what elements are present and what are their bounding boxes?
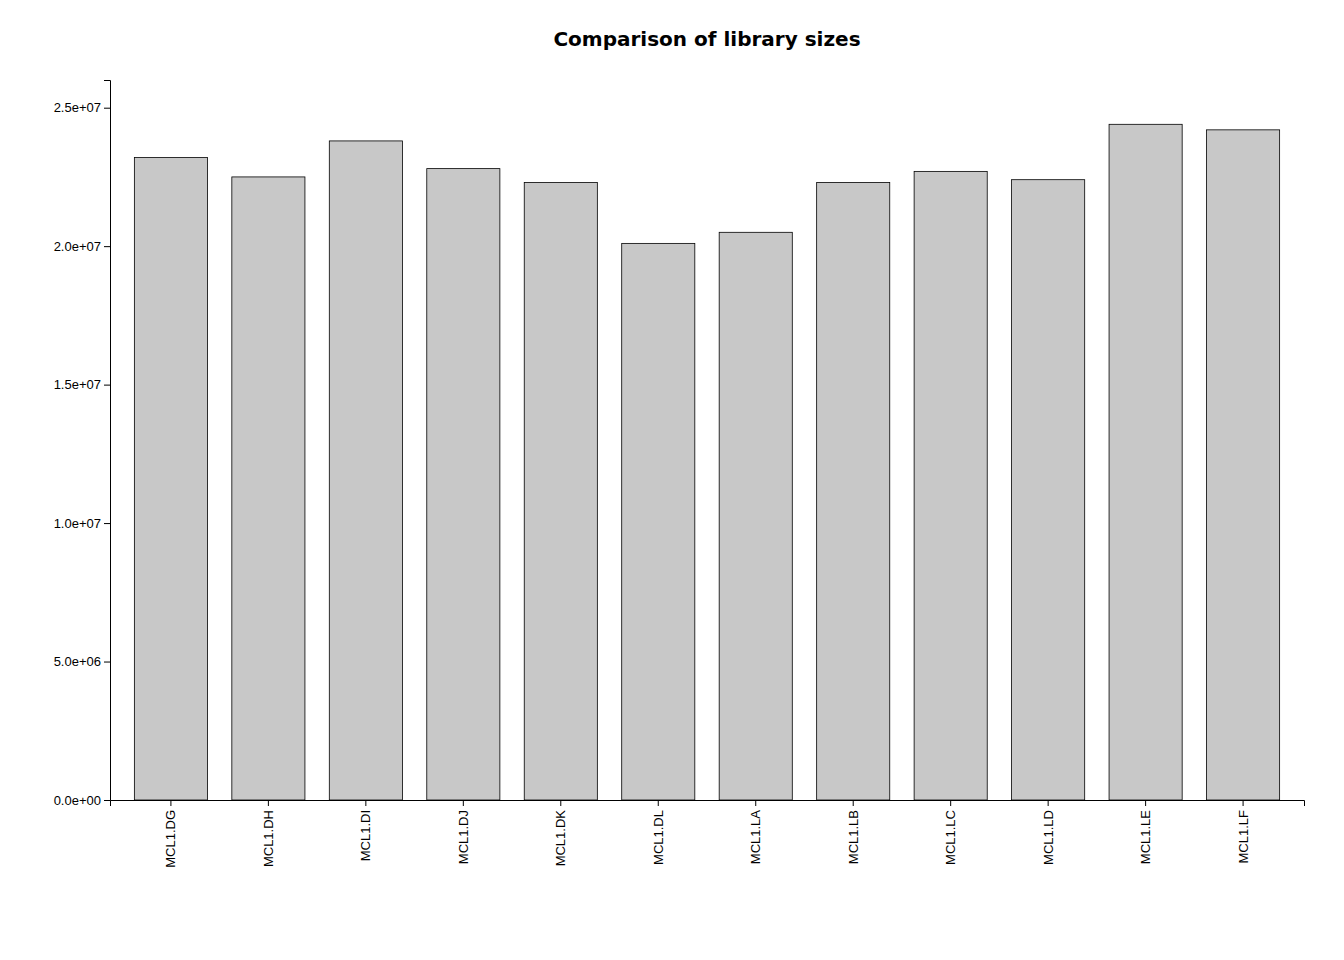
- y-tick-mark: [104, 385, 110, 386]
- x-tick-mark: [560, 800, 561, 806]
- bar: [524, 182, 597, 800]
- bar: [232, 177, 305, 800]
- bar: [1012, 180, 1085, 800]
- y-tick: 5.0e+06: [54, 654, 110, 669]
- chart-container: 0.0e+00 5.0e+06 1.0e+07 1.5e+07 2.0e+07 2.5e+…: [0, 0, 1344, 960]
- chart-svg: 0.0e+00 5.0e+06 1.0e+07 1.5e+07 2.0e+07 2.5e+…: [0, 0, 1344, 960]
- y-tick-mark: [104, 108, 110, 109]
- x-tick-label: MCL1.DH: [261, 810, 276, 867]
- y-tick-label: 5.0e+06: [54, 654, 101, 669]
- x-tick-mark: [170, 800, 171, 806]
- y-tick-label: 2.0e+07: [54, 239, 101, 254]
- x-tick: MCL1.DK: [553, 800, 568, 866]
- x-tick-mark: [755, 800, 756, 806]
- y-tick: 2.0e+07: [54, 239, 110, 254]
- x-tick-label: MCL1.LC: [943, 810, 958, 865]
- x-tick-label: MCL1.LF: [1236, 810, 1251, 864]
- y-tick-mark: [104, 523, 110, 524]
- bar: [134, 158, 207, 800]
- title: Comparison of library sizes: [553, 27, 860, 51]
- x-tick: MCL1.DI: [358, 800, 373, 861]
- x-tick-label: MCL1.DG: [163, 810, 178, 868]
- x-tick-mark: [268, 800, 269, 806]
- y-tick-mark: [104, 800, 110, 801]
- bar: [817, 182, 890, 800]
- y-tick-label: 2.5e+07: [54, 100, 101, 115]
- x-tick-label: MCL1.LD: [1041, 810, 1056, 865]
- y-tick-label: 1.0e+07: [54, 516, 101, 531]
- x-tick: MCL1.LE: [1138, 800, 1153, 864]
- plot: 0.0e+00 5.0e+06 1.0e+07 1.5e+07 2.0e+07 2.5e+…: [54, 81, 1305, 868]
- x-tick: MCL1.LC: [943, 800, 958, 865]
- y-tick: 2.5e+07: [54, 100, 110, 115]
- bar: [719, 232, 792, 800]
- bar: [1207, 130, 1280, 800]
- y-tick: 0.0e+00: [54, 793, 110, 808]
- x-tick-mark: [1145, 800, 1146, 806]
- x-axis-line: [111, 801, 1305, 807]
- x-tick: MCL1.DH: [261, 800, 276, 867]
- x-tick-label: MCL1.LA: [748, 810, 763, 865]
- x-tick-mark: [853, 800, 854, 806]
- y-axis: 0.0e+00 5.0e+06 1.0e+07 1.5e+07 2.0e+07 2.5e+…: [54, 81, 111, 808]
- x-tick: MCL1.DL: [651, 800, 666, 865]
- bar: [427, 169, 500, 800]
- x-tick: MCL1.DJ: [456, 800, 471, 864]
- bar: [1109, 124, 1182, 800]
- x-tick-mark: [950, 800, 951, 806]
- x-tick-mark: [1243, 800, 1244, 806]
- x-tick: MCL1.LA: [748, 800, 763, 864]
- x-tick-label: MCL1.DL: [651, 810, 666, 865]
- x-tick: MCL1.LD: [1041, 800, 1056, 865]
- x-tick: MCL1.LF: [1236, 800, 1251, 863]
- x-tick-label: MCL1.DJ: [456, 810, 471, 864]
- y-axis-line: [104, 81, 111, 801]
- x-tick-label: MCL1.LE: [1138, 810, 1153, 865]
- y-tick: 1.0e+07: [54, 516, 110, 531]
- x-tick-label: MCL1.DI: [358, 810, 373, 861]
- x-tick-label: MCL1.DK: [553, 810, 568, 867]
- y-tick-label: 1.5e+07: [54, 377, 101, 392]
- bar: [914, 171, 987, 800]
- bars: [134, 124, 1279, 800]
- y-tick: 1.5e+07: [54, 377, 110, 392]
- y-tick-mark: [104, 662, 110, 663]
- x-axis: MCL1.DG MCL1.DH MCL1.DI MCL1.DJ MCL1.DK MCL1.…: [111, 800, 1305, 868]
- x-tick-mark: [1048, 800, 1049, 806]
- x-tick-mark: [365, 800, 366, 806]
- x-tick-label: MCL1.LB: [846, 810, 861, 864]
- x-tick: MCL1.LB: [846, 800, 861, 864]
- x-tick-mark: [658, 800, 659, 806]
- bar: [329, 141, 402, 800]
- y-tick-label: 0.0e+00: [54, 793, 101, 808]
- x-tick-mark: [463, 800, 464, 806]
- y-tick-mark: [104, 246, 110, 247]
- bar: [622, 243, 695, 800]
- x-tick: MCL1.DG: [163, 800, 178, 868]
